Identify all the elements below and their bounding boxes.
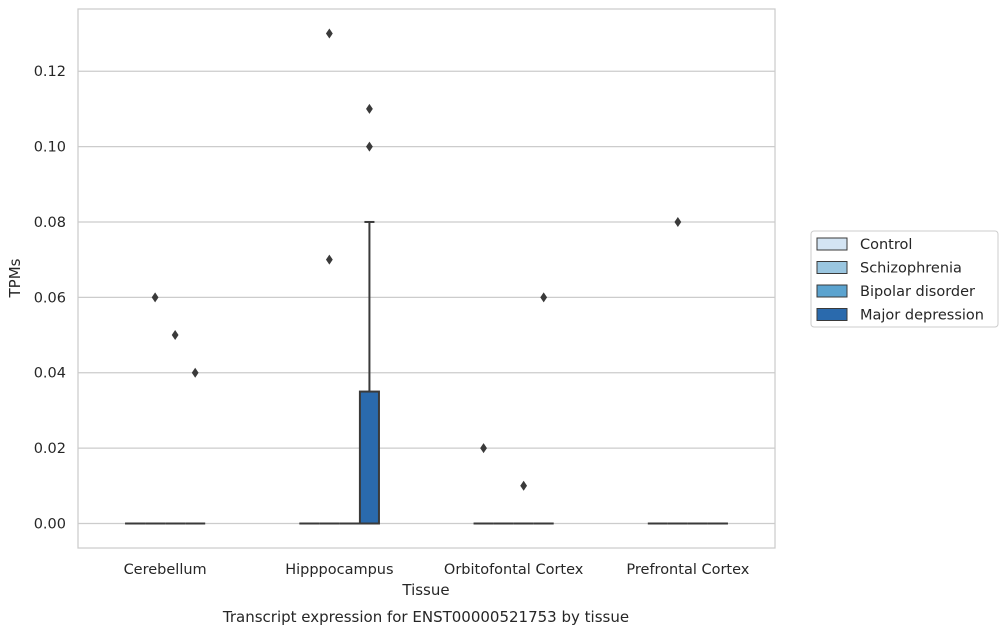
y-axis-tick-labels: 0.00 0.02 0.04 0.06 0.08 0.10 0.12 (34, 64, 66, 532)
y-tick-label: 0.10 (34, 140, 66, 156)
y-tick-label: 0.02 (34, 441, 66, 457)
x-axis-tick-labels: Cerebellum Hipppocampus Orbitofontal Corte… (124, 562, 750, 578)
legend-label: Major depression (860, 308, 984, 324)
y-tick-label: 0.08 (34, 215, 66, 231)
outlier-point (191, 367, 199, 378)
legend-swatch (816, 284, 848, 298)
outlier-point (540, 292, 548, 303)
box-schizophrenia (667, 216, 688, 525)
chart-title: Transcript expression for ENST0000052175… (222, 608, 629, 626)
y-tick-label: 0.04 (34, 366, 66, 382)
x-axis-label: Tissue (401, 581, 449, 599)
box-iqr (358, 390, 380, 525)
outlier-point (325, 254, 333, 265)
outlier-point (366, 103, 373, 114)
x-tick-label: Hipppocampus (285, 562, 393, 578)
outlier-point (480, 443, 487, 454)
outlier-point (520, 480, 528, 491)
box-major-depression (533, 292, 554, 525)
outlier-point (171, 330, 179, 341)
box-major-depression (185, 367, 206, 525)
y-axis-label: TPMs (6, 258, 24, 298)
plot-area-frame (77, 8, 776, 549)
legend: Control Schizophrenia Bipolar disorder Majo… (810, 230, 999, 328)
box-bipolar-disorder (513, 480, 534, 525)
x-tick-label: Orbitofontal Cortex (444, 562, 584, 578)
outlier-point (151, 292, 159, 303)
box-bipolar-disorder (165, 330, 186, 525)
y-tick-label: 0.12 (34, 64, 66, 80)
outlier-point (366, 141, 373, 152)
x-tick-label: Cerebellum (124, 562, 207, 578)
y-tick-label: 0.00 (34, 517, 66, 533)
y-tick-label: 0.06 (34, 290, 66, 306)
legend-frame (810, 230, 999, 328)
legend-swatch (816, 261, 848, 274)
legend-label: Control (860, 237, 912, 253)
legend-swatch (816, 237, 848, 251)
legend-label: Bipolar disorder (860, 284, 975, 300)
outlier-point (674, 216, 682, 227)
box-schizophrenia (145, 292, 166, 525)
box-series (125, 28, 728, 525)
box-control (473, 443, 494, 525)
legend-label: Schizophrenia (860, 261, 962, 277)
box-schizophrenia (319, 28, 340, 525)
y-gridlines (78, 70, 775, 525)
legend-swatch (816, 308, 848, 321)
x-tick-label: Prefrontal Cortex (626, 562, 749, 578)
outlier-point (325, 28, 333, 39)
box-major-depression (358, 103, 380, 525)
